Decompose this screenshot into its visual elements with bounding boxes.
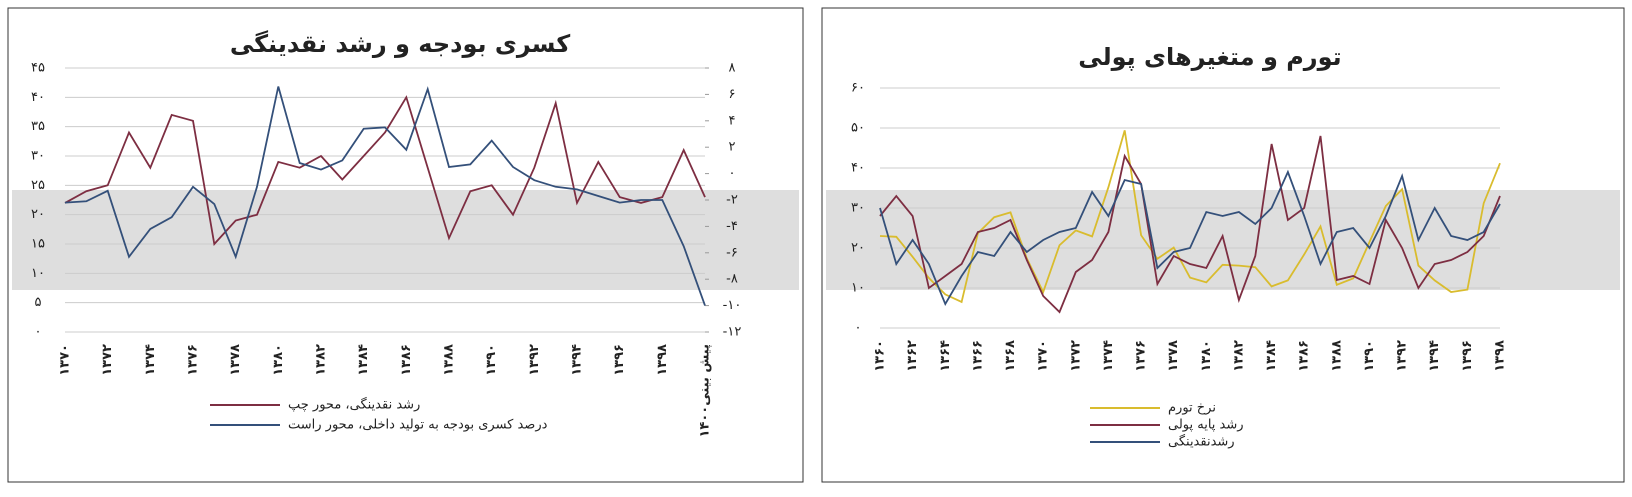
x-tick-label: ۱۳۷۴ (1101, 340, 1116, 372)
x-tick-label: ۱۳۸۸ (1329, 340, 1344, 372)
series-line (64, 86, 706, 306)
x-tick-label: ۱۳۹۴ (570, 344, 585, 376)
legend-label: رشدنقدینگی (1168, 434, 1235, 450)
legend-label: رشد پایه پولی (1168, 418, 1244, 433)
x-tick-label: ۱۳۹۴ (1427, 340, 1442, 372)
y-tick-label: ۵۰ (851, 121, 865, 136)
legend-label: نرخ تورم (1168, 401, 1216, 416)
x-tick-label: ۱۳۷۰ (1036, 340, 1051, 372)
x-tick-label: ۱۳۶۸ (1003, 340, 1018, 372)
x-tick-label: ۱۳۸۶ (399, 344, 414, 376)
x-tick-label: ۱۳۸۲ (1231, 340, 1246, 372)
x-tick-label: ۱۳۷۶ (186, 344, 201, 376)
x-tick-label: ۱۳۹۶ (1460, 340, 1475, 372)
y-tick-label: ۴۰ (31, 90, 45, 105)
x-tick-label: ۱۳۹۸ (1493, 340, 1508, 372)
y-tick-label: ۴۵ (31, 61, 45, 76)
x-tick-label: ۱۳۸۴ (356, 344, 371, 376)
y-tick-label: ۱۵ (31, 237, 45, 252)
series-line (879, 169, 1501, 307)
y-tick-label: ۴۰ (851, 161, 865, 176)
y2-tick-label: -۱۰ (723, 298, 742, 313)
x-tick-label: ۱۳۹۰ (1362, 340, 1377, 372)
y2-tick-label: -۶ (726, 245, 738, 260)
x-tick-label: ۱۳۸۰ (1199, 340, 1214, 372)
chart-title: تورم و متغیرهای پولی (1078, 43, 1341, 71)
chart-title: کسری بودجه و رشد نقدینگی (230, 30, 570, 58)
x-tick-label: ۱۳۶۲ (905, 340, 920, 372)
y-tick-label: ۲۵ (31, 178, 45, 193)
x-tick-label: ۱۳۶۶ (970, 340, 985, 372)
y-tick-label: ۱۰ (31, 266, 45, 281)
y-tick-label: ۶۰ (851, 81, 865, 96)
x-tick-label: ۱۳۷۴ (143, 344, 158, 376)
x-tick-label: ۱۳۷۶ (1134, 340, 1149, 372)
y-tick-label: ۳۰ (851, 201, 865, 216)
y2-tick-label: -۴ (726, 219, 738, 234)
y2-tick-label: -۲ (726, 193, 738, 208)
y2-tick-label: -۸ (726, 272, 738, 287)
y-tick-label: ۱۰ (851, 281, 865, 296)
y-tick-label: ۰ (855, 321, 862, 336)
x-tick-label: ۱۳۹۸ (655, 344, 670, 376)
x-tick-label: ۱۳۷۸ (228, 344, 243, 376)
x-tick-label: ۱۳۷۰ (58, 344, 73, 376)
y-tick-label: ۲۰ (31, 207, 45, 222)
x-tick-label: ۱۳۷۲ (100, 344, 115, 376)
legend-label: رشد نقدینگی، محور چپ (288, 397, 420, 413)
y2-tick-label: -۱۲ (723, 325, 742, 340)
x-tick-label: ۱۳۶۰ (873, 340, 888, 372)
y-tick-label: ۲۰ (851, 241, 865, 256)
y2-tick-label: ۰ (729, 166, 736, 181)
x-tick-label: ۱۳۹۶ (612, 344, 627, 376)
y2-tick-label: ۸ (729, 61, 736, 76)
series-line (879, 135, 1501, 314)
x-tick-label: ۱۳۹۲ (527, 344, 542, 376)
x-tick-label: ۱۳۸۴ (1264, 340, 1279, 372)
x-tick-label: ۱۳۹۲ (1395, 340, 1410, 372)
y-tick-label: ۳۰ (31, 149, 45, 164)
x-tick-label: ۱۳۸۶ (1297, 340, 1312, 372)
series-line (879, 130, 1501, 304)
x-tick-label: ۱۳۶۴ (938, 340, 953, 372)
legend-label: درصد کسری بودجه به تولید داخلی، محور راس… (288, 418, 548, 433)
series-line (64, 95, 706, 246)
x-tick-label: ۱۳۸۰ (271, 344, 286, 376)
x-tick-label: ۱۳۸۸ (442, 344, 457, 376)
x-tick-label: ۱۳۸۲ (314, 344, 329, 376)
x-tick-label: ۱۴۰۰پیش بینی (698, 344, 713, 438)
x-tick-label: ۱۳۹۰ (484, 344, 499, 376)
y2-tick-label: ۴ (729, 113, 736, 128)
y-tick-label: ۰ (35, 325, 42, 340)
x-tick-label: ۱۳۷۲ (1068, 340, 1083, 372)
y2-tick-label: ۲ (729, 140, 736, 155)
y2-tick-label: ۶ (729, 87, 736, 102)
x-tick-label: ۱۳۷۸ (1166, 340, 1181, 372)
y-tick-label: ۳۵ (31, 119, 45, 134)
y-tick-label: ۵ (35, 295, 42, 310)
